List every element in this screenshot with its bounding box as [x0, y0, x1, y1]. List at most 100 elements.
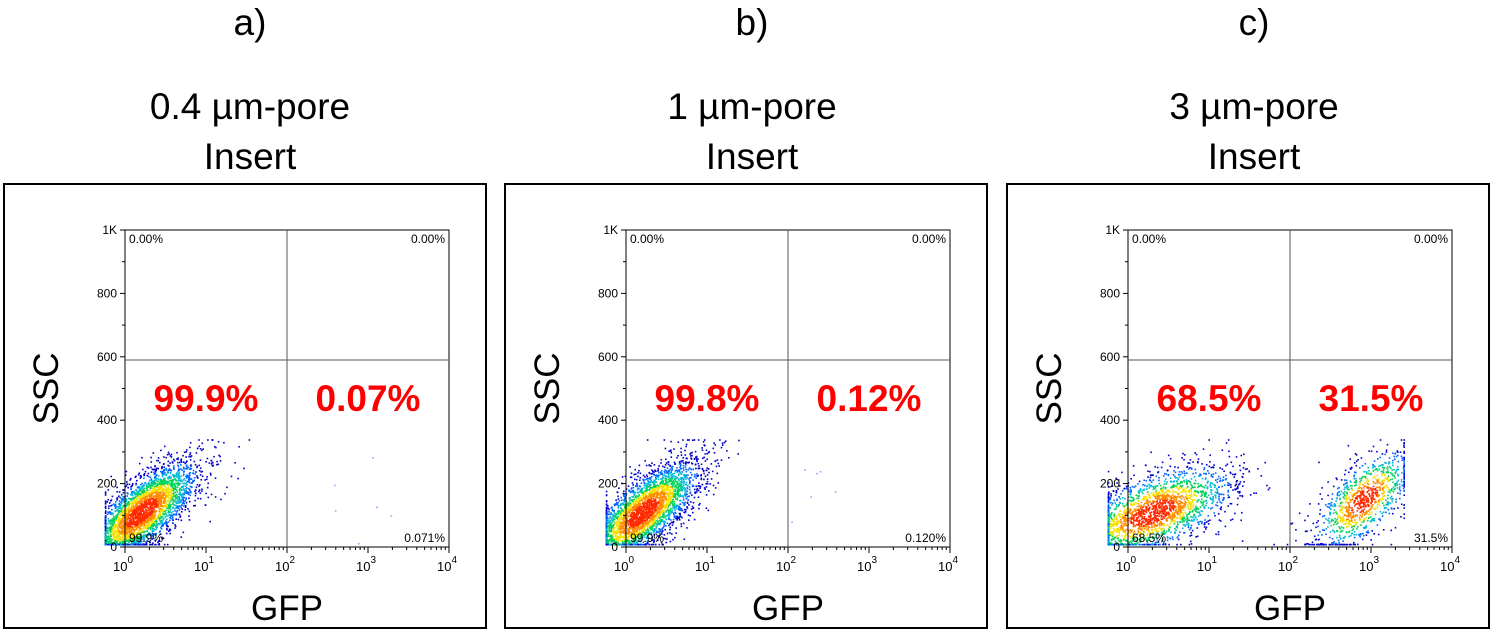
event-dot: [677, 491, 679, 494]
event-dot: [104, 538, 107, 540]
event-dot: [141, 500, 143, 502]
event-dot: [217, 463, 220, 466]
event-dot: [122, 524, 125, 526]
event-dot: [118, 531, 120, 533]
event-dot: [192, 469, 195, 472]
event-dot: [670, 519, 672, 521]
event-dot: [632, 539, 635, 542]
event-dot: [636, 521, 639, 523]
event-dot: [178, 509, 181, 511]
event-dot: [112, 515, 115, 518]
event-dot: [680, 523, 683, 525]
event-dot: [155, 517, 158, 520]
event-dot: [170, 517, 173, 520]
event-dot: [129, 543, 131, 546]
event-dot: [135, 516, 138, 518]
event-dot: [116, 496, 119, 499]
event-dot: [643, 526, 646, 529]
event-dot: [165, 490, 167, 492]
event-dot: [146, 466, 149, 469]
event-dot: [111, 534, 113, 536]
event-dot: [652, 500, 655, 503]
event-dot: [135, 532, 138, 534]
event-dot: [138, 495, 140, 498]
event-dot: [238, 446, 240, 448]
event-dot: [132, 483, 134, 485]
event-dot: [143, 491, 146, 493]
event-dot: [149, 524, 151, 527]
event-dot: [125, 470, 128, 473]
event-dot: [172, 490, 175, 492]
event-dot: [109, 511, 112, 514]
event-dot: [111, 528, 114, 530]
event-dot: [131, 523, 133, 525]
event-dot: [676, 499, 679, 501]
event-dot: [206, 486, 209, 489]
highlight-percent-left: 99.9%: [154, 378, 259, 419]
event-dot: [161, 470, 164, 473]
event-dot: [123, 527, 125, 530]
event-dot: [175, 507, 177, 509]
event-dot: [640, 514, 642, 517]
event-dot: [159, 484, 162, 486]
event-dot: [621, 530, 624, 533]
event-dot: [175, 482, 177, 485]
event-dot: [182, 482, 185, 485]
event-dot: [161, 475, 164, 478]
event-dot: [176, 458, 178, 460]
event-dot: [653, 528, 655, 530]
event-dot: [662, 482, 664, 485]
event-dot: [190, 482, 193, 484]
event-dot: [670, 493, 673, 495]
event-dot: [142, 504, 145, 507]
event-dot: [131, 522, 133, 524]
event-dot: [141, 507, 144, 510]
event-dot: [117, 539, 120, 541]
event-dot: [655, 516, 657, 518]
event-dot: [211, 462, 213, 464]
event-dot: [197, 477, 199, 479]
event-dot: [122, 543, 125, 546]
event-dot: [116, 538, 118, 540]
event-dot: [647, 493, 650, 495]
event-dot: [617, 515, 620, 518]
event-dot: [164, 494, 166, 496]
event-dot: [201, 442, 204, 445]
event-dot: [125, 532, 128, 535]
event-dot: [142, 468, 144, 471]
event-dot: [685, 464, 687, 466]
event-dot: [162, 493, 164, 496]
event-dot: [173, 492, 175, 494]
event-dot: [150, 495, 152, 498]
event-dot: [104, 525, 107, 527]
event-dot: [156, 526, 158, 529]
event-dot: [142, 527, 145, 530]
event-dot: [720, 446, 723, 449]
event-dot: [648, 478, 650, 480]
event-dot: [127, 523, 130, 526]
event-dot: [130, 477, 132, 480]
event-dot: [148, 498, 150, 501]
event-dot: [210, 460, 213, 462]
event-dot: [132, 514, 134, 517]
event-dot: [182, 500, 185, 502]
event-dot: [155, 492, 157, 495]
event-dot: [675, 493, 678, 495]
event-dot: [134, 502, 136, 504]
event-dot: [653, 503, 655, 505]
event-dot: [171, 483, 174, 486]
event-dot: [143, 517, 145, 520]
event-dot: [122, 541, 125, 544]
event-dot: [149, 505, 152, 508]
event-dot: [137, 501, 140, 503]
event-dot: [167, 481, 170, 484]
event-dot: [655, 470, 657, 473]
event-dot: [139, 483, 142, 486]
panel-title-line: Insert: [203, 136, 297, 177]
event-dot: [129, 493, 132, 496]
event-dot: [217, 441, 220, 443]
event-dot: [654, 514, 657, 517]
event-dot: [198, 490, 200, 493]
x-tick-label: 104: [437, 555, 457, 574]
event-dot: [109, 543, 112, 546]
